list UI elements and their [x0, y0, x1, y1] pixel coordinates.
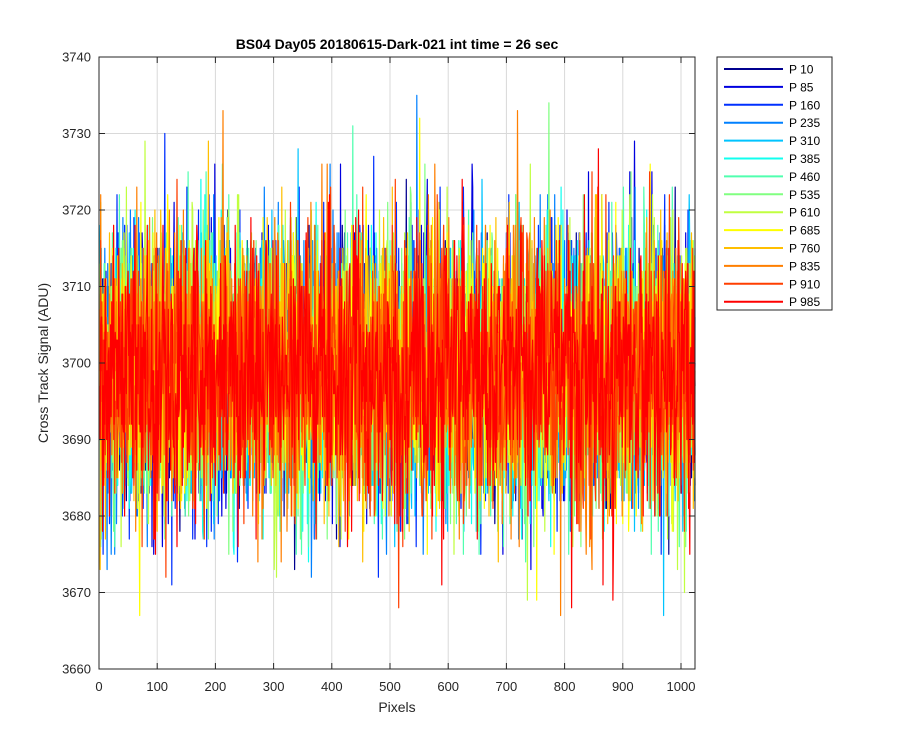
- series-layer: [99, 94, 696, 617]
- legend-label: P 910: [789, 277, 820, 291]
- ticks: [98, 56, 695, 670]
- x-tick-label: 100: [146, 679, 168, 694]
- legend: P 10 P 85 P 160 P 235 P 310 P 385 P 460 P 535 P …: [716, 56, 833, 311]
- x-tick-label: 0: [95, 679, 102, 694]
- y-tick-label: 3700: [62, 356, 91, 371]
- series-line-p985: [99, 148, 696, 609]
- y-tick-label: 3740: [62, 50, 91, 65]
- legend-label: P 160: [789, 98, 820, 112]
- legend-label: P 985: [789, 295, 820, 309]
- x-tick-label: 800: [554, 679, 576, 694]
- x-tick-label: 500: [379, 679, 401, 694]
- legend-label: P 310: [789, 134, 820, 148]
- legend-label: P 85: [789, 80, 814, 94]
- chart-title: BS04 Day05 20180615-Dark-021 int time = …: [236, 36, 559, 52]
- x-tick-label: 700: [496, 679, 518, 694]
- legend-label: P 385: [789, 152, 820, 166]
- legend-label: P 835: [789, 259, 820, 273]
- y-tick-label: 3670: [62, 585, 91, 600]
- y-tick-label: 3720: [62, 203, 91, 218]
- x-tick-label: 900: [612, 679, 634, 694]
- legend-label: P 235: [789, 116, 820, 130]
- legend-label: P 460: [789, 170, 820, 184]
- x-tick-label: 600: [437, 679, 459, 694]
- legend-label: P 10: [789, 63, 814, 77]
- y-axis-label: Cross Track Signal (ADU): [35, 283, 51, 443]
- x-tick-label: 300: [263, 679, 285, 694]
- legend-box: [716, 56, 833, 311]
- x-tick-label: 200: [205, 679, 227, 694]
- y-tick-label: 3680: [62, 509, 91, 524]
- tick-labels: 0 100 200 300 400 500 600 700 800 900 1000 3660 3670…: [62, 50, 695, 695]
- x-tick-label: 400: [321, 679, 343, 694]
- legend-label: P 685: [789, 224, 820, 238]
- y-tick-label: 3710: [62, 279, 91, 294]
- x-axis-label: Pixels: [378, 699, 415, 715]
- legend-label: P 760: [789, 242, 820, 256]
- legend-items: P 10 P 85 P 160 P 235 P 310 P 385 P 460 P 535 P …: [724, 63, 820, 309]
- y-tick-label: 3660: [62, 662, 91, 677]
- legend-label: P 610: [789, 206, 820, 220]
- legend-label: P 535: [789, 188, 820, 202]
- y-tick-label: 3730: [62, 126, 91, 141]
- x-tick-label: 1000: [667, 679, 696, 694]
- y-tick-label: 3690: [62, 432, 91, 447]
